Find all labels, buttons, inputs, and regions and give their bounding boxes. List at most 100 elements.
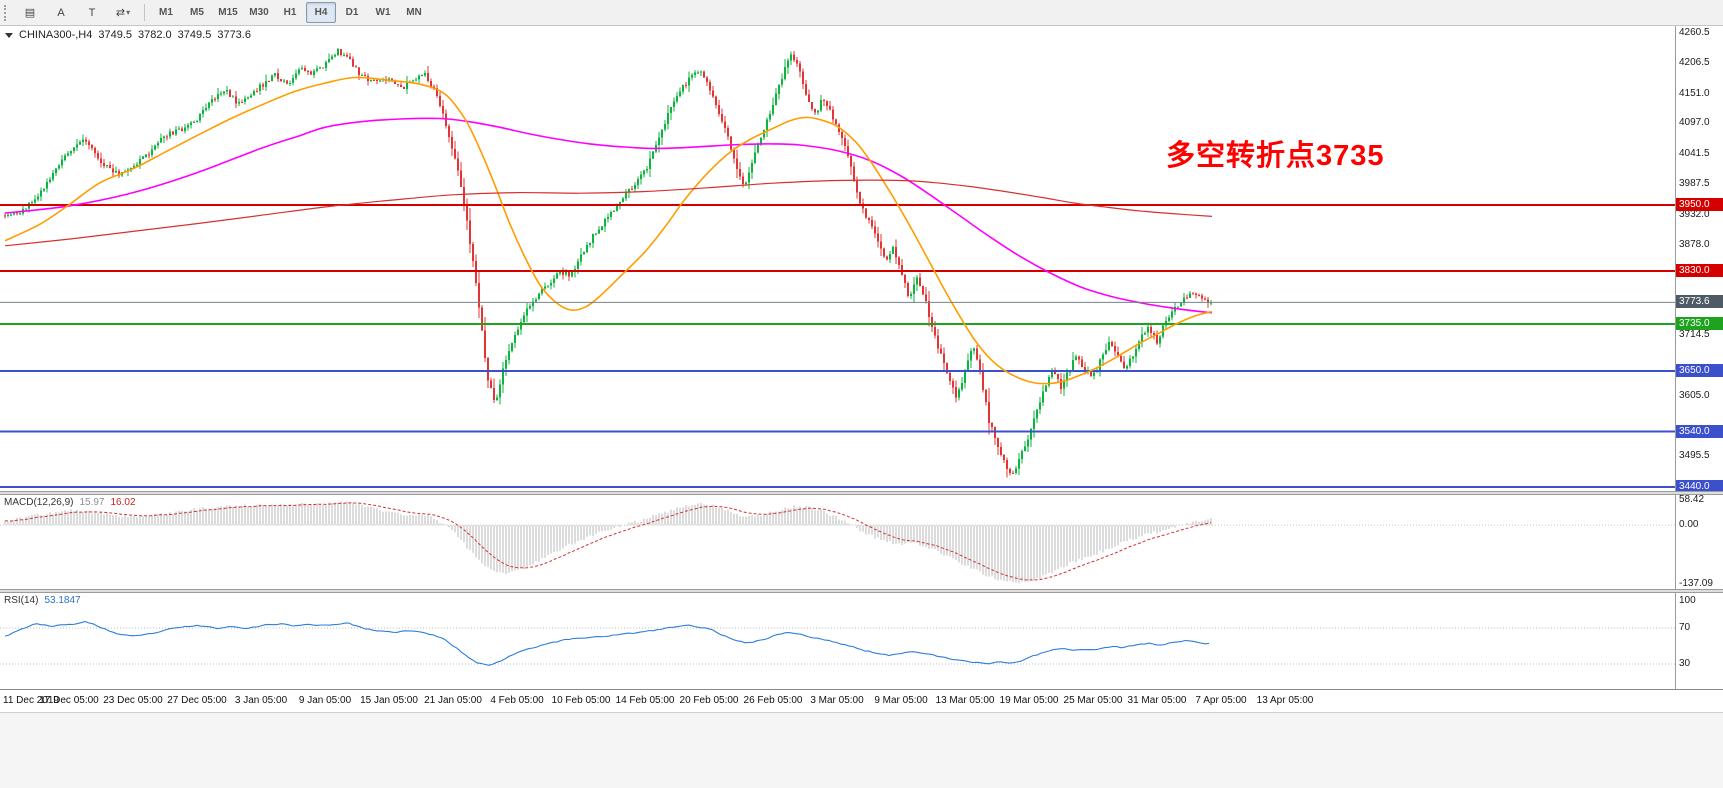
ma-slow-magenta bbox=[4, 117, 1213, 314]
price-badge-3540.0: 3540.0 bbox=[1676, 425, 1723, 438]
rsi-axis-label: 100 bbox=[1679, 595, 1696, 606]
symbol-ohlc-bar: CHINA300-,H4 3749.5 3782.0 3749.5 3773.6 bbox=[5, 29, 251, 41]
ohlc-close: 3773.6 bbox=[217, 29, 251, 41]
time-axis-label: 9 Jan 05:00 bbox=[298, 695, 352, 706]
chart-area: CHINA300-,H4 3749.5 3782.0 3749.5 3773.6… bbox=[0, 26, 1723, 712]
time-axis-label: 14 Feb 05:00 bbox=[615, 695, 675, 706]
rsi-name: RSI(14) bbox=[4, 595, 39, 606]
price-badge-3830.0: 3830.0 bbox=[1676, 264, 1723, 277]
horizontal-level-lines[interactable] bbox=[0, 203, 1675, 488]
rsi-svg bbox=[0, 620, 1675, 666]
macd-main-value: 15.97 bbox=[79, 497, 105, 508]
window-bottom-area bbox=[0, 712, 1723, 788]
time-axis-label: 4 Feb 05:00 bbox=[490, 695, 544, 706]
toolbar-separator bbox=[144, 4, 145, 21]
time-axis-label: 3 Mar 05:00 bbox=[810, 695, 864, 706]
time-axis-label: 11 Dec 2019 bbox=[3, 695, 59, 706]
price-badge-3950.0: 3950.0 bbox=[1676, 198, 1723, 211]
timeframe-mn-button[interactable]: MN bbox=[406, 7, 422, 18]
pane-splitter-rsi[interactable] bbox=[0, 589, 1723, 593]
macd-axis-label: -137.09 bbox=[1679, 578, 1713, 589]
timeframe-buttons: M1 M5 M15 M30 H1 H4 D1 W1 MN bbox=[151, 2, 429, 23]
price-axis-label: 4206.5 bbox=[1679, 57, 1710, 68]
rsi-label: RSI(14) 53.1847 bbox=[4, 595, 81, 606]
macd-axis-label: 58.42 bbox=[1679, 494, 1705, 505]
time-axis-label: 3 Jan 05:00 bbox=[234, 695, 288, 706]
rsi-axis-label: 70 bbox=[1679, 622, 1691, 633]
time-axis-label: 15 Jan 05:00 bbox=[360, 695, 418, 706]
time-axis-label: 25 Mar 05:00 bbox=[1063, 695, 1123, 706]
time-axis-label: 27 Dec 05:00 bbox=[167, 695, 227, 706]
time-axis-label: 31 Mar 05:00 bbox=[1127, 695, 1187, 706]
price-axis-label: 4097.0 bbox=[1679, 117, 1710, 128]
time-axis-label: 13 Mar 05:00 bbox=[935, 695, 995, 706]
macd-label: MACD(12,26,9) 15.97 16.02 bbox=[4, 497, 136, 508]
timeframe-h4-button[interactable]: H4 bbox=[306, 2, 336, 23]
timeframe-h1-button[interactable]: H1 bbox=[283, 7, 297, 18]
toolbar-grip[interactable] bbox=[4, 4, 10, 21]
rsi-indicator-pane[interactable]: RSI(14) 53.1847 bbox=[0, 593, 1675, 689]
price-badge-3440.0: 3440.0 bbox=[1676, 480, 1723, 493]
timeframe-m5-button[interactable]: M5 bbox=[190, 7, 204, 18]
price-axis-label: 3495.5 bbox=[1679, 450, 1710, 461]
price-axis-label: 4260.5 bbox=[1679, 27, 1710, 38]
time-axis-label: 21 Jan 05:00 bbox=[424, 695, 482, 706]
main-chart-svg bbox=[0, 47, 1675, 488]
annotation-a-tool-button[interactable]: A bbox=[57, 6, 65, 19]
macd-axis-label: 0.00 bbox=[1679, 519, 1699, 530]
macd-signal-value: 16.02 bbox=[110, 497, 136, 508]
macd-signal-line bbox=[4, 502, 1212, 581]
toolbar: ▤ A T ⇄ ▾ M1 M5 M15 M30 H1 H4 D1 W1 MN bbox=[0, 0, 1723, 26]
ma-medium-orange bbox=[4, 76, 1213, 385]
current-price-badge: 3773.6 bbox=[1676, 295, 1723, 308]
time-axis-label: 23 Dec 05:00 bbox=[103, 695, 163, 706]
toolbar-tools: ▤ A T ⇄ ▾ bbox=[15, 2, 138, 23]
time-axis-label: 10 Feb 05:00 bbox=[551, 695, 611, 706]
price-axis-label: 3605.0 bbox=[1679, 390, 1710, 401]
price-axis-label: 3878.0 bbox=[1679, 239, 1710, 250]
rsi-line bbox=[4, 620, 1210, 666]
symbol-dropdown-icon[interactable] bbox=[5, 32, 13, 38]
price-axis-label: 3987.5 bbox=[1679, 178, 1710, 189]
timeframe-d1-button[interactable]: D1 bbox=[345, 7, 359, 18]
price-axis-label: 3932.0 bbox=[1679, 209, 1710, 220]
pane-splitter-macd[interactable] bbox=[0, 491, 1723, 495]
timeframe-m1-button[interactable]: M1 bbox=[159, 7, 173, 18]
time-axis-label: 20 Feb 05:00 bbox=[679, 695, 739, 706]
price-badge-3735.0: 3735.0 bbox=[1676, 317, 1723, 330]
timeframe-m15-button[interactable]: M15 bbox=[218, 7, 238, 18]
time-axis-label: 19 Mar 05:00 bbox=[999, 695, 1059, 706]
ohlc-low: 3749.5 bbox=[177, 29, 212, 41]
macd-indicator-pane[interactable]: MACD(12,26,9) 15.97 16.02 bbox=[0, 495, 1675, 589]
price-scale[interactable]: 4260.5 4206.5 4151.0 4097.0 4041.5 3987.5 3932… bbox=[1675, 26, 1723, 689]
price-annotation-text: 多空转折点3735 bbox=[1166, 140, 1385, 172]
main-chart-pane[interactable]: CHINA300-,H4 3749.5 3782.0 3749.5 3773.6… bbox=[0, 26, 1675, 491]
dropdown-caret-icon: ▾ bbox=[126, 8, 131, 17]
rsi-value: 53.1847 bbox=[44, 595, 81, 606]
macd-svg bbox=[0, 501, 1675, 584]
price-badge-3650.0: 3650.0 bbox=[1676, 364, 1723, 377]
time-axis-label: 13 Apr 05:00 bbox=[1256, 695, 1314, 706]
time-axis-label: 9 Mar 05:00 bbox=[874, 695, 928, 706]
time-axis[interactable]: 11 Dec 2019 17 Dec 05:00 23 Dec 05:00 27 De… bbox=[0, 689, 1723, 712]
price-axis-label: 3714.5 bbox=[1679, 329, 1710, 340]
symbol-name: CHINA300-,H4 bbox=[19, 29, 93, 41]
time-axis-label: 7 Apr 05:00 bbox=[1195, 695, 1247, 706]
time-axis-label: 26 Feb 05:00 bbox=[743, 695, 803, 706]
candles-series bbox=[4, 47, 1212, 478]
ma-verylow-red bbox=[4, 179, 1213, 247]
timeframe-w1-button[interactable]: W1 bbox=[375, 7, 391, 18]
ohlc-high: 3782.0 bbox=[138, 29, 172, 41]
time-axis-label: 17 Dec 05:00 bbox=[39, 695, 99, 706]
switch-tool-button[interactable]: ⇄ ▾ bbox=[115, 7, 131, 19]
rsi-axis-label: 30 bbox=[1679, 658, 1691, 669]
macd-name: MACD(12,26,9) bbox=[4, 497, 74, 508]
price-axis-label: 4041.5 bbox=[1679, 148, 1710, 159]
text-tool-button[interactable]: T bbox=[88, 6, 96, 19]
ohlc-open: 3749.5 bbox=[98, 29, 133, 41]
chart-window-button[interactable]: ▤ bbox=[24, 7, 36, 19]
price-axis-label: 4151.0 bbox=[1679, 88, 1710, 99]
timeframe-m30-button[interactable]: M30 bbox=[249, 7, 269, 18]
macd-histogram bbox=[4, 501, 1212, 584]
